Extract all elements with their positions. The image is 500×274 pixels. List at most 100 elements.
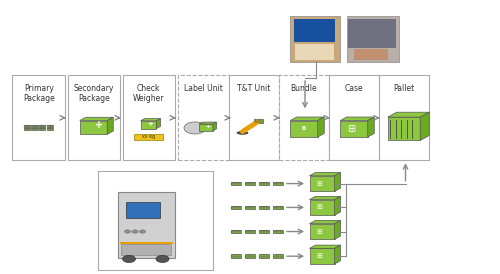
FancyBboxPatch shape bbox=[134, 134, 162, 140]
Text: Primary
Package: Primary Package bbox=[23, 84, 54, 103]
FancyBboxPatch shape bbox=[199, 124, 213, 131]
Polygon shape bbox=[388, 112, 429, 117]
Text: Label Unit: Label Unit bbox=[184, 84, 223, 93]
Bar bbox=[348, 19, 396, 48]
FancyBboxPatch shape bbox=[310, 248, 334, 264]
Bar bbox=[231, 230, 241, 233]
Circle shape bbox=[124, 230, 130, 233]
FancyBboxPatch shape bbox=[329, 75, 379, 160]
Polygon shape bbox=[107, 117, 113, 134]
FancyBboxPatch shape bbox=[388, 117, 420, 140]
Polygon shape bbox=[334, 220, 340, 239]
Polygon shape bbox=[368, 117, 374, 137]
Circle shape bbox=[122, 255, 136, 262]
Bar bbox=[273, 206, 283, 209]
Text: ⊞: ⊞ bbox=[316, 204, 322, 210]
FancyBboxPatch shape bbox=[290, 121, 318, 137]
FancyBboxPatch shape bbox=[140, 121, 156, 129]
FancyBboxPatch shape bbox=[379, 75, 429, 160]
Text: ⊞: ⊞ bbox=[316, 229, 322, 235]
Polygon shape bbox=[213, 122, 216, 131]
Text: ⊞: ⊞ bbox=[316, 253, 322, 259]
Polygon shape bbox=[80, 117, 113, 121]
Polygon shape bbox=[199, 122, 216, 124]
Text: Check
Weigher: Check Weigher bbox=[133, 84, 164, 103]
Bar bbox=[245, 206, 255, 209]
Circle shape bbox=[132, 230, 138, 233]
Bar bbox=[24, 127, 30, 130]
Bar bbox=[231, 254, 241, 258]
Text: +: + bbox=[205, 124, 210, 129]
Bar bbox=[254, 119, 263, 123]
Bar bbox=[46, 127, 53, 130]
Bar bbox=[39, 125, 46, 127]
Bar bbox=[24, 125, 30, 127]
Polygon shape bbox=[310, 196, 340, 199]
FancyBboxPatch shape bbox=[310, 199, 334, 215]
Bar bbox=[259, 182, 269, 185]
Circle shape bbox=[184, 122, 206, 134]
Bar bbox=[245, 230, 255, 233]
Bar bbox=[231, 206, 241, 209]
FancyBboxPatch shape bbox=[346, 16, 399, 62]
FancyBboxPatch shape bbox=[122, 75, 175, 160]
Circle shape bbox=[140, 230, 145, 233]
Polygon shape bbox=[140, 119, 160, 121]
Bar bbox=[354, 49, 388, 60]
FancyBboxPatch shape bbox=[279, 75, 329, 160]
FancyBboxPatch shape bbox=[118, 192, 175, 258]
FancyBboxPatch shape bbox=[340, 121, 368, 137]
Bar bbox=[273, 182, 283, 185]
Polygon shape bbox=[318, 117, 324, 137]
Polygon shape bbox=[334, 173, 340, 191]
FancyBboxPatch shape bbox=[12, 75, 65, 160]
Text: xx kg: xx kg bbox=[142, 134, 155, 139]
Polygon shape bbox=[340, 117, 374, 121]
Bar bbox=[32, 127, 38, 130]
Text: ⊞: ⊞ bbox=[348, 124, 356, 134]
Text: +: + bbox=[95, 121, 103, 130]
Bar bbox=[273, 254, 283, 258]
Bar bbox=[120, 242, 172, 244]
Bar bbox=[32, 125, 38, 127]
FancyBboxPatch shape bbox=[310, 224, 334, 239]
Text: +: + bbox=[147, 121, 153, 127]
Polygon shape bbox=[156, 119, 160, 129]
FancyBboxPatch shape bbox=[98, 171, 212, 270]
Bar bbox=[273, 230, 283, 233]
Polygon shape bbox=[420, 112, 429, 140]
Circle shape bbox=[156, 255, 169, 262]
FancyBboxPatch shape bbox=[290, 16, 340, 62]
Bar bbox=[39, 127, 46, 130]
Text: Bundle: Bundle bbox=[290, 84, 318, 93]
Text: T&T Unit: T&T Unit bbox=[238, 84, 270, 93]
Polygon shape bbox=[290, 117, 324, 121]
Bar bbox=[259, 254, 269, 258]
Polygon shape bbox=[310, 245, 340, 248]
Text: Secondary
Package: Secondary Package bbox=[74, 84, 114, 103]
FancyBboxPatch shape bbox=[178, 75, 230, 160]
Bar bbox=[295, 44, 334, 60]
Text: B: B bbox=[302, 126, 306, 131]
Polygon shape bbox=[310, 173, 340, 176]
FancyBboxPatch shape bbox=[80, 121, 107, 134]
FancyBboxPatch shape bbox=[126, 202, 160, 218]
Bar bbox=[259, 230, 269, 233]
Polygon shape bbox=[310, 220, 340, 224]
Ellipse shape bbox=[237, 132, 248, 134]
FancyBboxPatch shape bbox=[229, 75, 279, 160]
FancyBboxPatch shape bbox=[310, 176, 334, 191]
Polygon shape bbox=[334, 245, 340, 264]
Text: ⊞: ⊞ bbox=[316, 181, 322, 187]
Bar bbox=[245, 254, 255, 258]
Bar bbox=[46, 125, 53, 127]
Bar bbox=[231, 182, 241, 185]
Bar bbox=[294, 19, 335, 42]
Text: Pallet: Pallet bbox=[394, 84, 414, 93]
Text: Case: Case bbox=[344, 84, 364, 93]
FancyBboxPatch shape bbox=[68, 75, 120, 160]
Bar bbox=[259, 206, 269, 209]
Bar bbox=[121, 244, 171, 255]
Polygon shape bbox=[334, 196, 340, 215]
Bar bbox=[245, 182, 255, 185]
